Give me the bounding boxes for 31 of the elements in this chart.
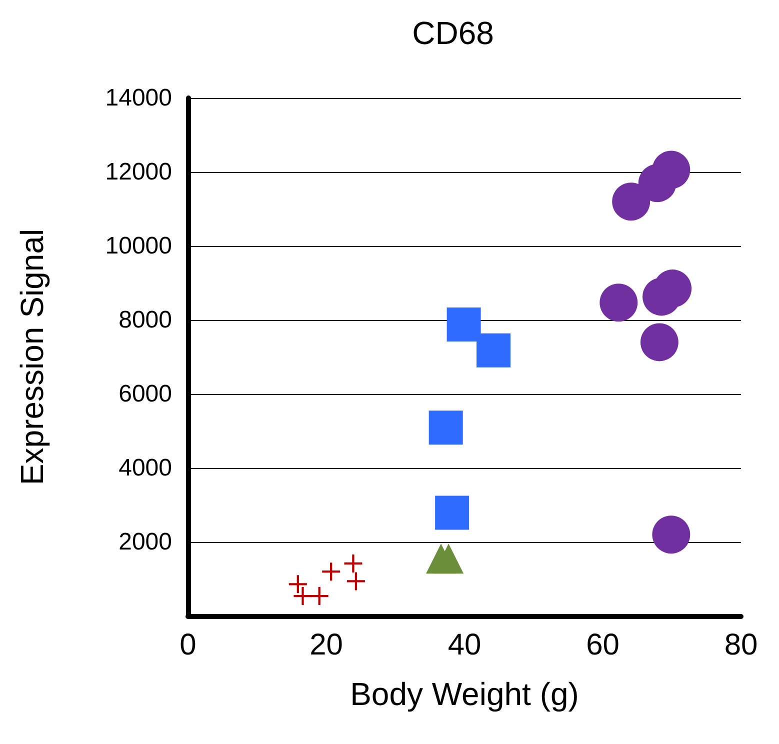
y-tick-label: 6000 <box>118 380 172 408</box>
point <box>612 182 650 221</box>
point <box>346 572 365 590</box>
x-tick-label: 80 <box>724 628 758 662</box>
point <box>288 575 307 594</box>
y-axis-title: Expression Signal <box>14 228 50 486</box>
y-tick-label: 8000 <box>118 306 172 334</box>
chart-title: CD68 <box>412 15 494 51</box>
point <box>652 516 690 554</box>
y-tick-label: 10000 <box>105 232 172 260</box>
x-tick-label: 40 <box>448 628 482 662</box>
point <box>344 554 362 572</box>
y-tick-label: 14000 <box>105 84 172 112</box>
x-tick-label: 0 <box>180 628 196 662</box>
x-tick-label: 60 <box>586 628 620 662</box>
point <box>476 333 511 368</box>
point <box>600 284 638 322</box>
x-tick-label: 20 <box>310 628 343 662</box>
point <box>434 544 464 574</box>
y-tick-label: 2000 <box>118 528 172 556</box>
y-tick-label: 4000 <box>118 454 172 482</box>
point <box>652 150 690 189</box>
point <box>322 562 340 581</box>
point <box>310 587 328 606</box>
point <box>446 307 481 342</box>
point <box>294 587 312 606</box>
point <box>435 496 470 530</box>
y-tick-label: 12000 <box>105 158 172 186</box>
x-axis-title: Body Weight (g) <box>350 676 579 712</box>
point <box>640 323 678 362</box>
point <box>428 410 463 445</box>
